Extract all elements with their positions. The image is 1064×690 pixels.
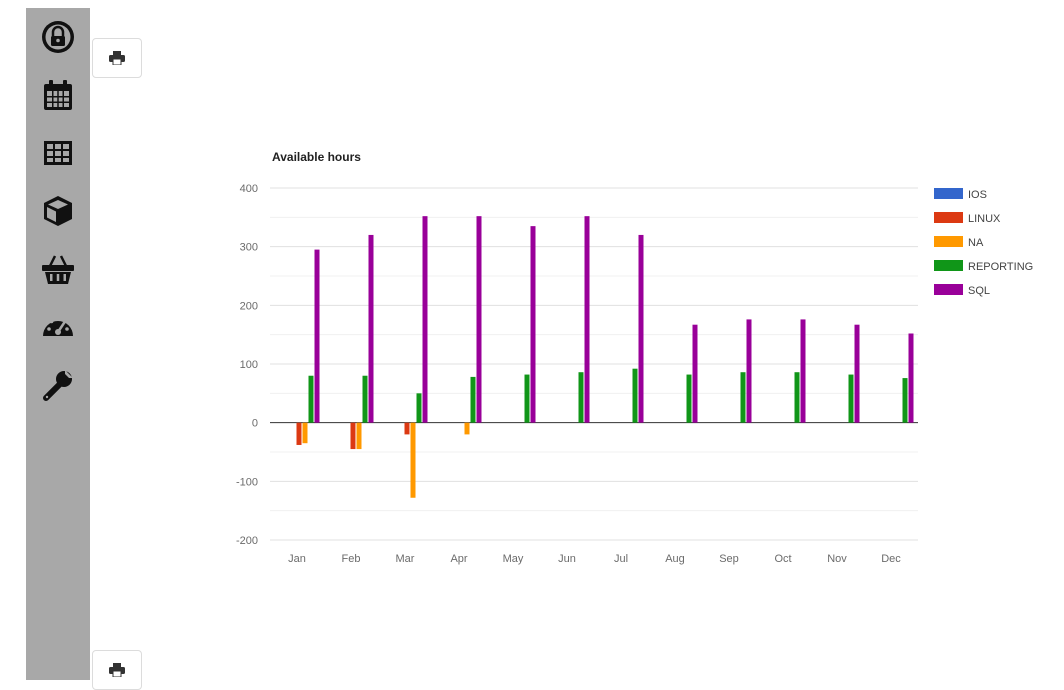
bar-reporting-jan — [308, 375, 314, 423]
y-tick-label: 100 — [240, 359, 258, 371]
print-button-top[interactable] — [92, 38, 142, 78]
x-tick-label: Jul — [614, 553, 628, 565]
y-tick-label: 400 — [240, 183, 258, 195]
chart-grid — [270, 187, 918, 541]
cube-icon[interactable] — [30, 186, 86, 236]
lock-icon[interactable] — [30, 12, 86, 62]
bar-reporting-mar — [416, 393, 422, 423]
chart-title: Available hours — [272, 150, 361, 164]
legend-swatch-na — [934, 236, 963, 247]
bar-reporting-apr — [470, 376, 476, 423]
y-tick-label: -200 — [236, 535, 258, 547]
y-axis-ticks: 400 300 200 100 0 -100 -200 — [236, 183, 258, 547]
bar-reporting-feb — [362, 375, 368, 423]
bar-na-mar — [410, 422, 416, 498]
bar-sql-jul — [638, 234, 644, 423]
legend-swatch-ios — [934, 188, 963, 199]
legend-swatch-sql — [934, 284, 963, 295]
bar-sql-nov — [854, 324, 860, 423]
bar-na-apr — [464, 422, 470, 435]
bar-sql-dec — [908, 333, 914, 423]
bar-reporting-sep — [740, 372, 746, 423]
bar-sql-apr — [476, 216, 482, 423]
bar-na-feb — [356, 422, 362, 450]
x-tick-label: Apr — [450, 553, 467, 565]
wrench-icon[interactable] — [30, 360, 86, 410]
bar-reporting-aug — [686, 374, 692, 423]
legend-label-na: NA — [968, 237, 984, 249]
table-icon[interactable] — [30, 128, 86, 178]
bar-sql-may — [530, 226, 536, 423]
bar-reporting-dec — [902, 378, 908, 423]
bar-sql-aug — [692, 324, 698, 423]
x-tick-label: May — [503, 553, 524, 565]
bar-sql-oct — [800, 319, 806, 423]
calendar-icon[interactable] — [30, 70, 86, 120]
legend-swatch-reporting — [934, 260, 963, 271]
x-tick-label: Mar — [396, 553, 415, 565]
dashboard-icon[interactable] — [30, 302, 86, 352]
bar-linux-feb — [350, 422, 356, 450]
x-tick-label: Feb — [342, 553, 361, 565]
bar-reporting-jul — [632, 368, 638, 423]
bar-linux-mar — [404, 422, 410, 435]
bar-linux-jan — [296, 422, 302, 445]
legend-swatch-linux — [934, 212, 963, 223]
y-tick-label: 300 — [240, 242, 258, 254]
legend-label-linux: LINUX — [968, 213, 1001, 225]
x-tick-label: Jan — [288, 553, 306, 565]
bar-sql-jun — [584, 216, 590, 423]
bar-sql-mar — [422, 216, 428, 423]
bar-reporting-may — [524, 374, 530, 423]
y-tick-label: 0 — [252, 418, 258, 430]
bar-sql-jan — [314, 249, 320, 423]
y-tick-label: 200 — [240, 300, 258, 312]
x-tick-label: Dec — [881, 553, 901, 565]
bar-sql-feb — [368, 234, 374, 423]
x-tick-label: Jun — [558, 553, 576, 565]
legend-label-reporting: REPORTING — [968, 261, 1033, 273]
legend-label-ios: IOS — [968, 189, 987, 201]
x-tick-label: Oct — [774, 553, 791, 565]
legend-label-sql: SQL — [968, 285, 990, 297]
x-tick-label: Nov — [827, 553, 847, 565]
bar-reporting-oct — [794, 372, 800, 423]
chart-legend: IOS LINUX NA REPORTING SQL — [934, 188, 1033, 297]
bar-na-jan — [302, 422, 308, 444]
chart-bars — [296, 216, 914, 498]
sidebar — [26, 8, 90, 680]
x-tick-label: Sep — [719, 553, 739, 565]
bar-reporting-jun — [578, 372, 584, 423]
print-icon — [109, 51, 125, 65]
basket-icon[interactable] — [30, 244, 86, 294]
x-axis-ticks: Jan Feb Mar Apr May Jun Jul Aug Sep Oct Nov Dec — [288, 553, 901, 565]
bar-sql-sep — [746, 319, 752, 423]
y-tick-label: -100 — [236, 476, 258, 488]
bar-reporting-nov — [848, 374, 854, 423]
x-tick-label: Aug — [665, 553, 685, 565]
print-icon — [109, 663, 125, 677]
